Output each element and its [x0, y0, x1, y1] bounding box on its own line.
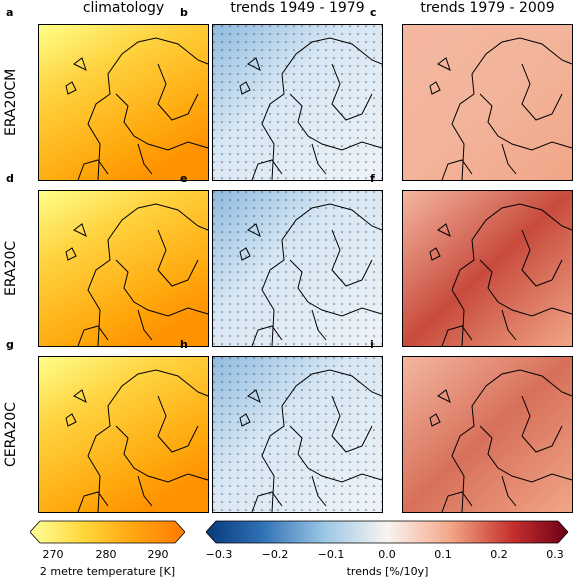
- colorbar-trends-tick: −0.2: [261, 548, 289, 561]
- colorbar-temp-tick-280: 280: [95, 548, 117, 561]
- map-panel-h: h: [180, 338, 383, 513]
- map-panel-i: i: [370, 338, 573, 513]
- panel-letter: g: [6, 338, 14, 351]
- colorbar-trends-tick: 0.1: [434, 548, 452, 561]
- column-title-climatology: climatology: [82, 0, 165, 16]
- row-label-era20c: ERA20C: [3, 240, 19, 297]
- colorbar-temp-tick-270: 270: [42, 548, 64, 561]
- map-panel-g: g: [6, 338, 209, 513]
- panel-letter: e: [180, 172, 188, 185]
- panel-letter: c: [370, 6, 377, 19]
- colorbar-trends-tick: 0.0: [378, 548, 396, 561]
- colorbar-trends-tick: −0.1: [317, 548, 345, 561]
- column-title-trends-1979-2009: trends 1979 - 2009: [420, 0, 555, 16]
- map-panel-d: d: [6, 172, 209, 347]
- panel-letter: h: [180, 338, 188, 351]
- column-title-trends-1949-1979: trends 1949 - 1979: [230, 0, 365, 16]
- colorbar-trends-tick: 0.2: [490, 548, 508, 561]
- colorbar-temp-tick-290: 290: [147, 548, 169, 561]
- colorbar-temp-label: 2 metre temperature [K]: [39, 565, 176, 578]
- colorbar-trends: [206, 520, 568, 544]
- panel-letter: i: [370, 338, 374, 351]
- row-label-era20cm: ERA20CM: [3, 68, 19, 137]
- panel-letter: d: [6, 172, 14, 185]
- panel-letter: a: [6, 6, 14, 19]
- map-panel-e: e: [180, 172, 383, 347]
- colorbar-trends-label: trends [%/10y]: [346, 565, 429, 578]
- panel-letter: f: [370, 172, 375, 185]
- colorbar-trends-tick: −0.3: [205, 548, 233, 561]
- map-panel-c: c: [370, 6, 573, 181]
- colorbar-trends-tick: 0.3: [546, 548, 564, 561]
- map-panel-b: b: [180, 6, 383, 181]
- panel-letter: b: [180, 6, 188, 19]
- map-panel-a: a: [6, 6, 209, 181]
- row-label-cera20c: CERA20C: [3, 402, 19, 467]
- colorbar-temperature: [30, 520, 185, 544]
- map-panel-f: f: [370, 172, 573, 347]
